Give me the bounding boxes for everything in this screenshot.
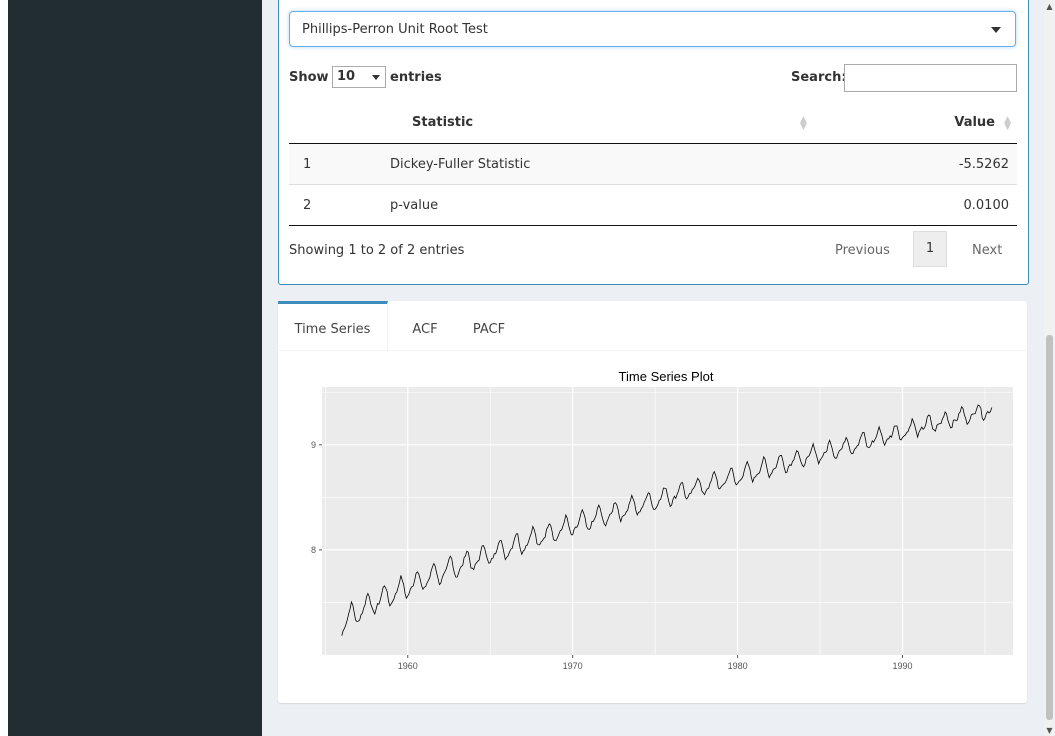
y-tick-label: 8 — [311, 545, 316, 555]
header-value[interactable]: Value — [954, 115, 995, 130]
x-tick-label: 1960 — [398, 661, 418, 671]
plot-tabs: Time Series ACF PACF — [278, 301, 1027, 351]
chevron-down-icon — [991, 27, 1001, 33]
search-input[interactable] — [844, 64, 1017, 92]
previous-page-button[interactable]: Previous — [835, 243, 890, 258]
scroll-down-icon[interactable]: ▼ — [1046, 726, 1053, 735]
x-tick-label: 1980 — [728, 661, 748, 671]
row-statistic: Dickey-Fuller Statistic — [390, 157, 531, 172]
test-results-box: Phillips-Perron Unit Root Test Show 10 e… — [278, 0, 1029, 285]
entries-length-value: 10 — [337, 69, 356, 84]
y-tick-label: 9 — [311, 440, 316, 450]
table-row: 2 p-value 0.0100 — [289, 185, 1017, 226]
row-statistic: p-value — [390, 198, 439, 213]
sidebar — [8, 0, 262, 736]
show-label: Show — [289, 70, 329, 85]
x-tick-label: 1970 — [563, 661, 583, 671]
tab-pacf[interactable]: PACF — [472, 322, 506, 337]
chevron-down-icon — [372, 75, 380, 80]
scroll-up-icon[interactable]: ▲ — [1046, 2, 1053, 11]
x-tick-label: 1990 — [892, 661, 912, 671]
row-value: 0.0100 — [963, 198, 1010, 213]
table-info: Showing 1 to 2 of 2 entries — [289, 243, 465, 258]
row-index: 2 — [303, 198, 312, 213]
plot-box: Time Series ACF PACF Time Series Plot 19… — [278, 301, 1027, 703]
row-index: 1 — [303, 157, 312, 172]
test-select[interactable]: Phillips-Perron Unit Root Test — [289, 11, 1016, 47]
chart-title: Time Series Plot — [619, 369, 714, 384]
scrollbar[interactable]: ▲ ▼ — [1044, 0, 1055, 736]
entries-length-select[interactable]: 10 — [332, 66, 386, 88]
tab-acf[interactable]: ACF — [412, 322, 438, 337]
page-1-button[interactable]: 1 — [913, 231, 947, 267]
entries-label: entries — [390, 70, 442, 85]
tab-time-series[interactable]: Time Series — [278, 301, 388, 350]
next-page-button[interactable]: Next — [972, 243, 1003, 258]
plot-panel — [322, 387, 1013, 655]
search-label: Search: — [791, 70, 847, 85]
sort-icon[interactable]: ▲ ▼ — [800, 115, 807, 132]
series-line — [341, 404, 993, 636]
time-series-chart: Time Series Plot 1960 1970 1980 1990 8 9 — [311, 369, 1013, 671]
row-value: -5.5262 — [958, 157, 1009, 172]
test-select-value: Phillips-Perron Unit Root Test — [302, 22, 488, 37]
axes: 1960 1970 1980 1990 8 9 — [311, 440, 913, 671]
sort-icon[interactable]: ▲ ▼ — [1004, 115, 1011, 132]
scroll-thumb[interactable] — [1046, 335, 1053, 720]
table-row: 1 Dickey-Fuller Statistic -5.5262 — [289, 144, 1017, 185]
window-edge — [0, 0, 8, 736]
table-header: Statistic ▲ ▼ Value ▲ ▼ — [289, 104, 1017, 144]
header-statistic[interactable]: Statistic — [412, 115, 474, 130]
